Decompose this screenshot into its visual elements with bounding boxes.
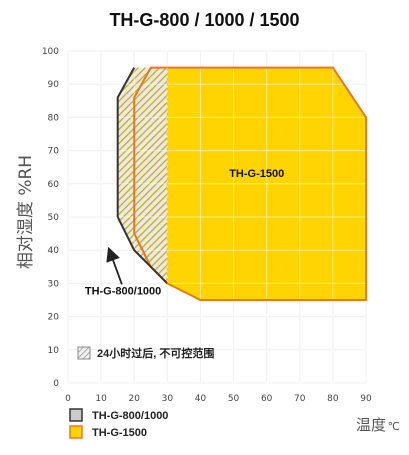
- series-outline-th-g-1500: [133, 66, 367, 301]
- y-tick-label: 100: [42, 47, 59, 57]
- y-tick-label: 70: [48, 147, 60, 157]
- annotations: TH-G-1500 TH-G-800/1000 24小时过后, 不可控范围: [77, 168, 284, 360]
- y-axis-title: 相对湿度 %RH: [16, 155, 36, 269]
- x-tick-label: 70: [294, 394, 306, 404]
- y-tick-label: 10: [48, 346, 60, 356]
- x-tick-label: 80: [327, 394, 339, 404]
- legend-swatch: [69, 408, 83, 422]
- x-axis-title: 温度: [356, 416, 386, 434]
- chart-title: TH-G-800 / 1000 / 1500: [109, 10, 300, 30]
- hatched-legend-swatch: [77, 346, 91, 360]
- x-axis-unit: ℃: [388, 420, 400, 433]
- series-outline-th-g-800-1000-bottom: [116, 216, 169, 285]
- legend-label: TH-G-800/1000: [92, 410, 168, 422]
- y-tick-label: 20: [48, 313, 60, 323]
- series-regions: [67, 50, 367, 384]
- x-tick-label: 60: [261, 394, 273, 404]
- series-outline-th-g-800-1000-left: [116, 67, 136, 217]
- x-tick-label: 90: [360, 394, 372, 404]
- legend-swatch: [69, 425, 83, 439]
- y-tick-label: 90: [48, 80, 60, 90]
- legend-label: TH-G-1500: [92, 427, 147, 439]
- x-tick-label: 50: [228, 394, 240, 404]
- region-label-th-g-800-1000: TH-G-800/1000: [85, 285, 161, 297]
- y-tick-label: 40: [48, 246, 60, 256]
- y-tick-label: 0: [53, 379, 59, 389]
- axes: 0 10 20 30 40 50 60 70 80 90 0 10 20 30 40 50 60 70 80 90 10…: [16, 47, 400, 434]
- x-tick-label: 20: [128, 394, 140, 404]
- y-tick-label: 50: [48, 213, 60, 223]
- y-tick-label: 80: [48, 113, 60, 123]
- hatched-region: [117, 67, 168, 284]
- y-tick-label: 60: [48, 180, 60, 190]
- legend: TH-G-800/1000 TH-G-1500: [69, 408, 168, 439]
- hatched-legend-label: 24小时过后, 不可控范围: [97, 346, 214, 360]
- x-tick-label: 0: [65, 394, 71, 404]
- region-label-th-g-1500: TH-G-1500: [229, 168, 284, 180]
- annotation-arrow: [106, 246, 123, 285]
- x-tick-label: 30: [162, 394, 174, 404]
- x-tick-label: 40: [195, 394, 207, 404]
- x-tick-label: 10: [95, 394, 107, 404]
- y-tick-label: 30: [48, 279, 60, 289]
